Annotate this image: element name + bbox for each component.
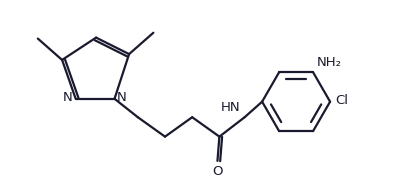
Text: O: O [212, 165, 223, 178]
Text: N: N [63, 91, 73, 104]
Text: HN: HN [221, 101, 241, 114]
Text: Cl: Cl [335, 94, 348, 107]
Text: N: N [117, 91, 126, 104]
Text: NH₂: NH₂ [317, 56, 342, 69]
